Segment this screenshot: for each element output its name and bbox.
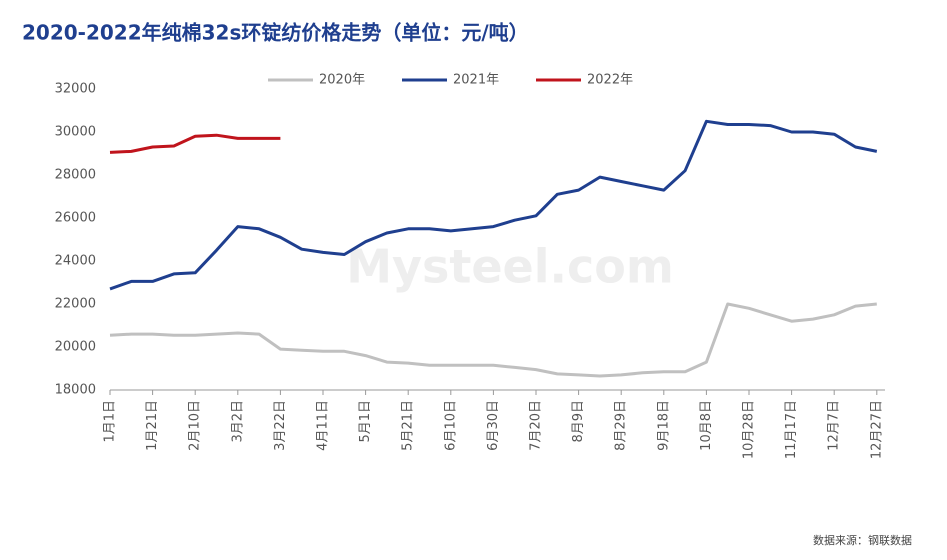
x-tick-label: 1月21日 xyxy=(145,400,160,451)
x-tick-label: 7月20日 xyxy=(529,400,544,451)
y-tick-label: 24000 xyxy=(55,254,96,269)
x-tick-label: 3月2日 xyxy=(230,400,245,443)
x-tick-label: 4月11日 xyxy=(316,400,331,451)
watermark: Mysteel.com xyxy=(346,240,674,294)
y-tick-label: 22000 xyxy=(55,297,96,312)
y-tick-label: 30000 xyxy=(55,125,96,140)
x-tick-label: 6月10日 xyxy=(443,400,458,451)
y-tick-label: 32000 xyxy=(55,82,96,97)
series-line xyxy=(109,133,281,154)
x-tick-label: 10月28日 xyxy=(742,400,757,459)
legend-label: 2021年 xyxy=(453,73,499,88)
y-tick-label: 26000 xyxy=(55,211,96,226)
x-tick-label: 3月22日 xyxy=(273,400,288,451)
x-tick-label: 5月21日 xyxy=(401,400,416,451)
x-tick-label: 12月27日 xyxy=(869,400,884,459)
x-tick-label: 10月8日 xyxy=(699,400,714,451)
source-note: 数据来源：钢联数据 xyxy=(813,533,912,547)
x-tick-label: 2月10日 xyxy=(188,400,203,451)
x-tick-label: 5月1日 xyxy=(358,400,373,443)
y-tick-label: 18000 xyxy=(55,383,96,398)
x-tick-label: 9月18日 xyxy=(656,400,671,451)
legend-label: 2022年 xyxy=(587,73,633,88)
x-tick-label: 1月1日 xyxy=(103,400,118,443)
legend-label: 2020年 xyxy=(319,73,365,88)
x-tick-label: 12月7日 xyxy=(827,400,842,451)
series-line xyxy=(109,302,877,378)
x-tick-label: 8月29日 xyxy=(614,400,629,451)
y-tick-label: 20000 xyxy=(55,340,96,355)
y-tick-label: 28000 xyxy=(55,168,96,183)
x-tick-label: 6月30日 xyxy=(486,400,501,451)
series-line xyxy=(109,119,878,291)
x-tick-label: 11月17日 xyxy=(784,400,799,459)
chart-title: 2020-2022年纯棉32s环锭纺价格走势（单位：元/吨） xyxy=(22,21,529,45)
x-tick-label: 8月9日 xyxy=(571,400,586,443)
